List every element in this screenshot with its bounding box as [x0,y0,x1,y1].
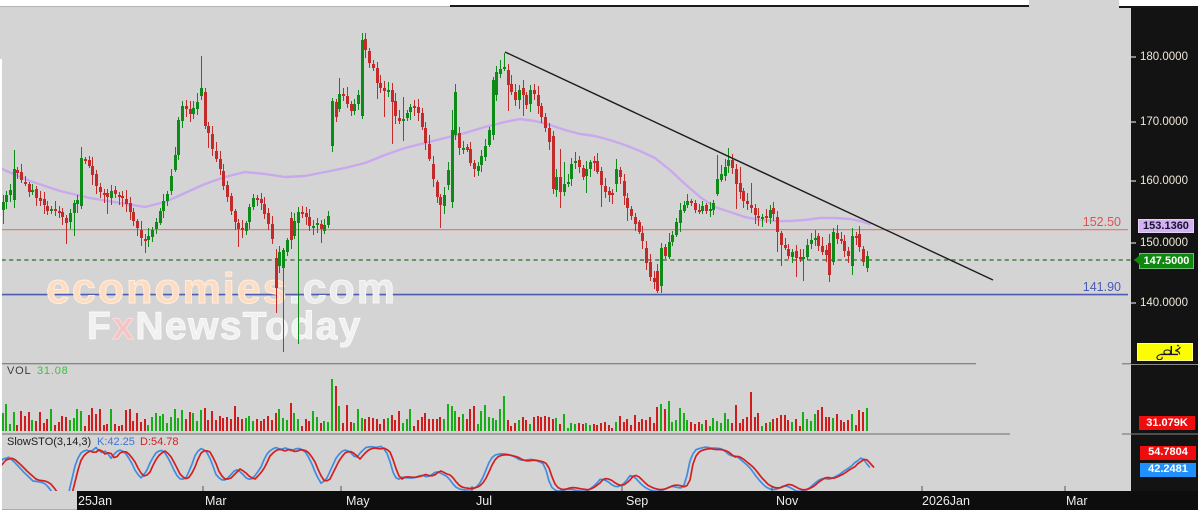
svg-text:economies.com: economies.com [46,265,397,313]
svg-text:FxNewsToday: FxNewsToday [87,305,362,348]
